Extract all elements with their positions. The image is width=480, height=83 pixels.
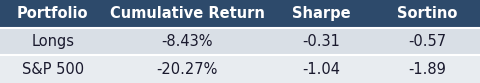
Text: -0.57: -0.57 [408, 34, 446, 49]
Text: S&P 500: S&P 500 [22, 62, 84, 77]
Text: Portfolio: Portfolio [17, 6, 88, 21]
FancyBboxPatch shape [106, 0, 269, 28]
FancyBboxPatch shape [374, 0, 480, 28]
FancyBboxPatch shape [106, 28, 269, 55]
Text: -1.04: -1.04 [302, 62, 341, 77]
Text: -0.31: -0.31 [303, 34, 340, 49]
Text: Sortino: Sortino [397, 6, 457, 21]
FancyBboxPatch shape [0, 0, 106, 28]
FancyBboxPatch shape [374, 55, 480, 83]
FancyBboxPatch shape [374, 28, 480, 55]
Text: Sharpe: Sharpe [292, 6, 351, 21]
Text: -8.43%: -8.43% [161, 34, 213, 49]
FancyBboxPatch shape [269, 28, 374, 55]
Text: -1.89: -1.89 [408, 62, 446, 77]
FancyBboxPatch shape [269, 0, 374, 28]
Text: -20.27%: -20.27% [156, 62, 218, 77]
FancyBboxPatch shape [269, 55, 374, 83]
Text: Cumulative Return: Cumulative Return [110, 6, 264, 21]
FancyBboxPatch shape [0, 55, 106, 83]
FancyBboxPatch shape [106, 55, 269, 83]
Text: Longs: Longs [31, 34, 74, 49]
FancyBboxPatch shape [0, 28, 106, 55]
